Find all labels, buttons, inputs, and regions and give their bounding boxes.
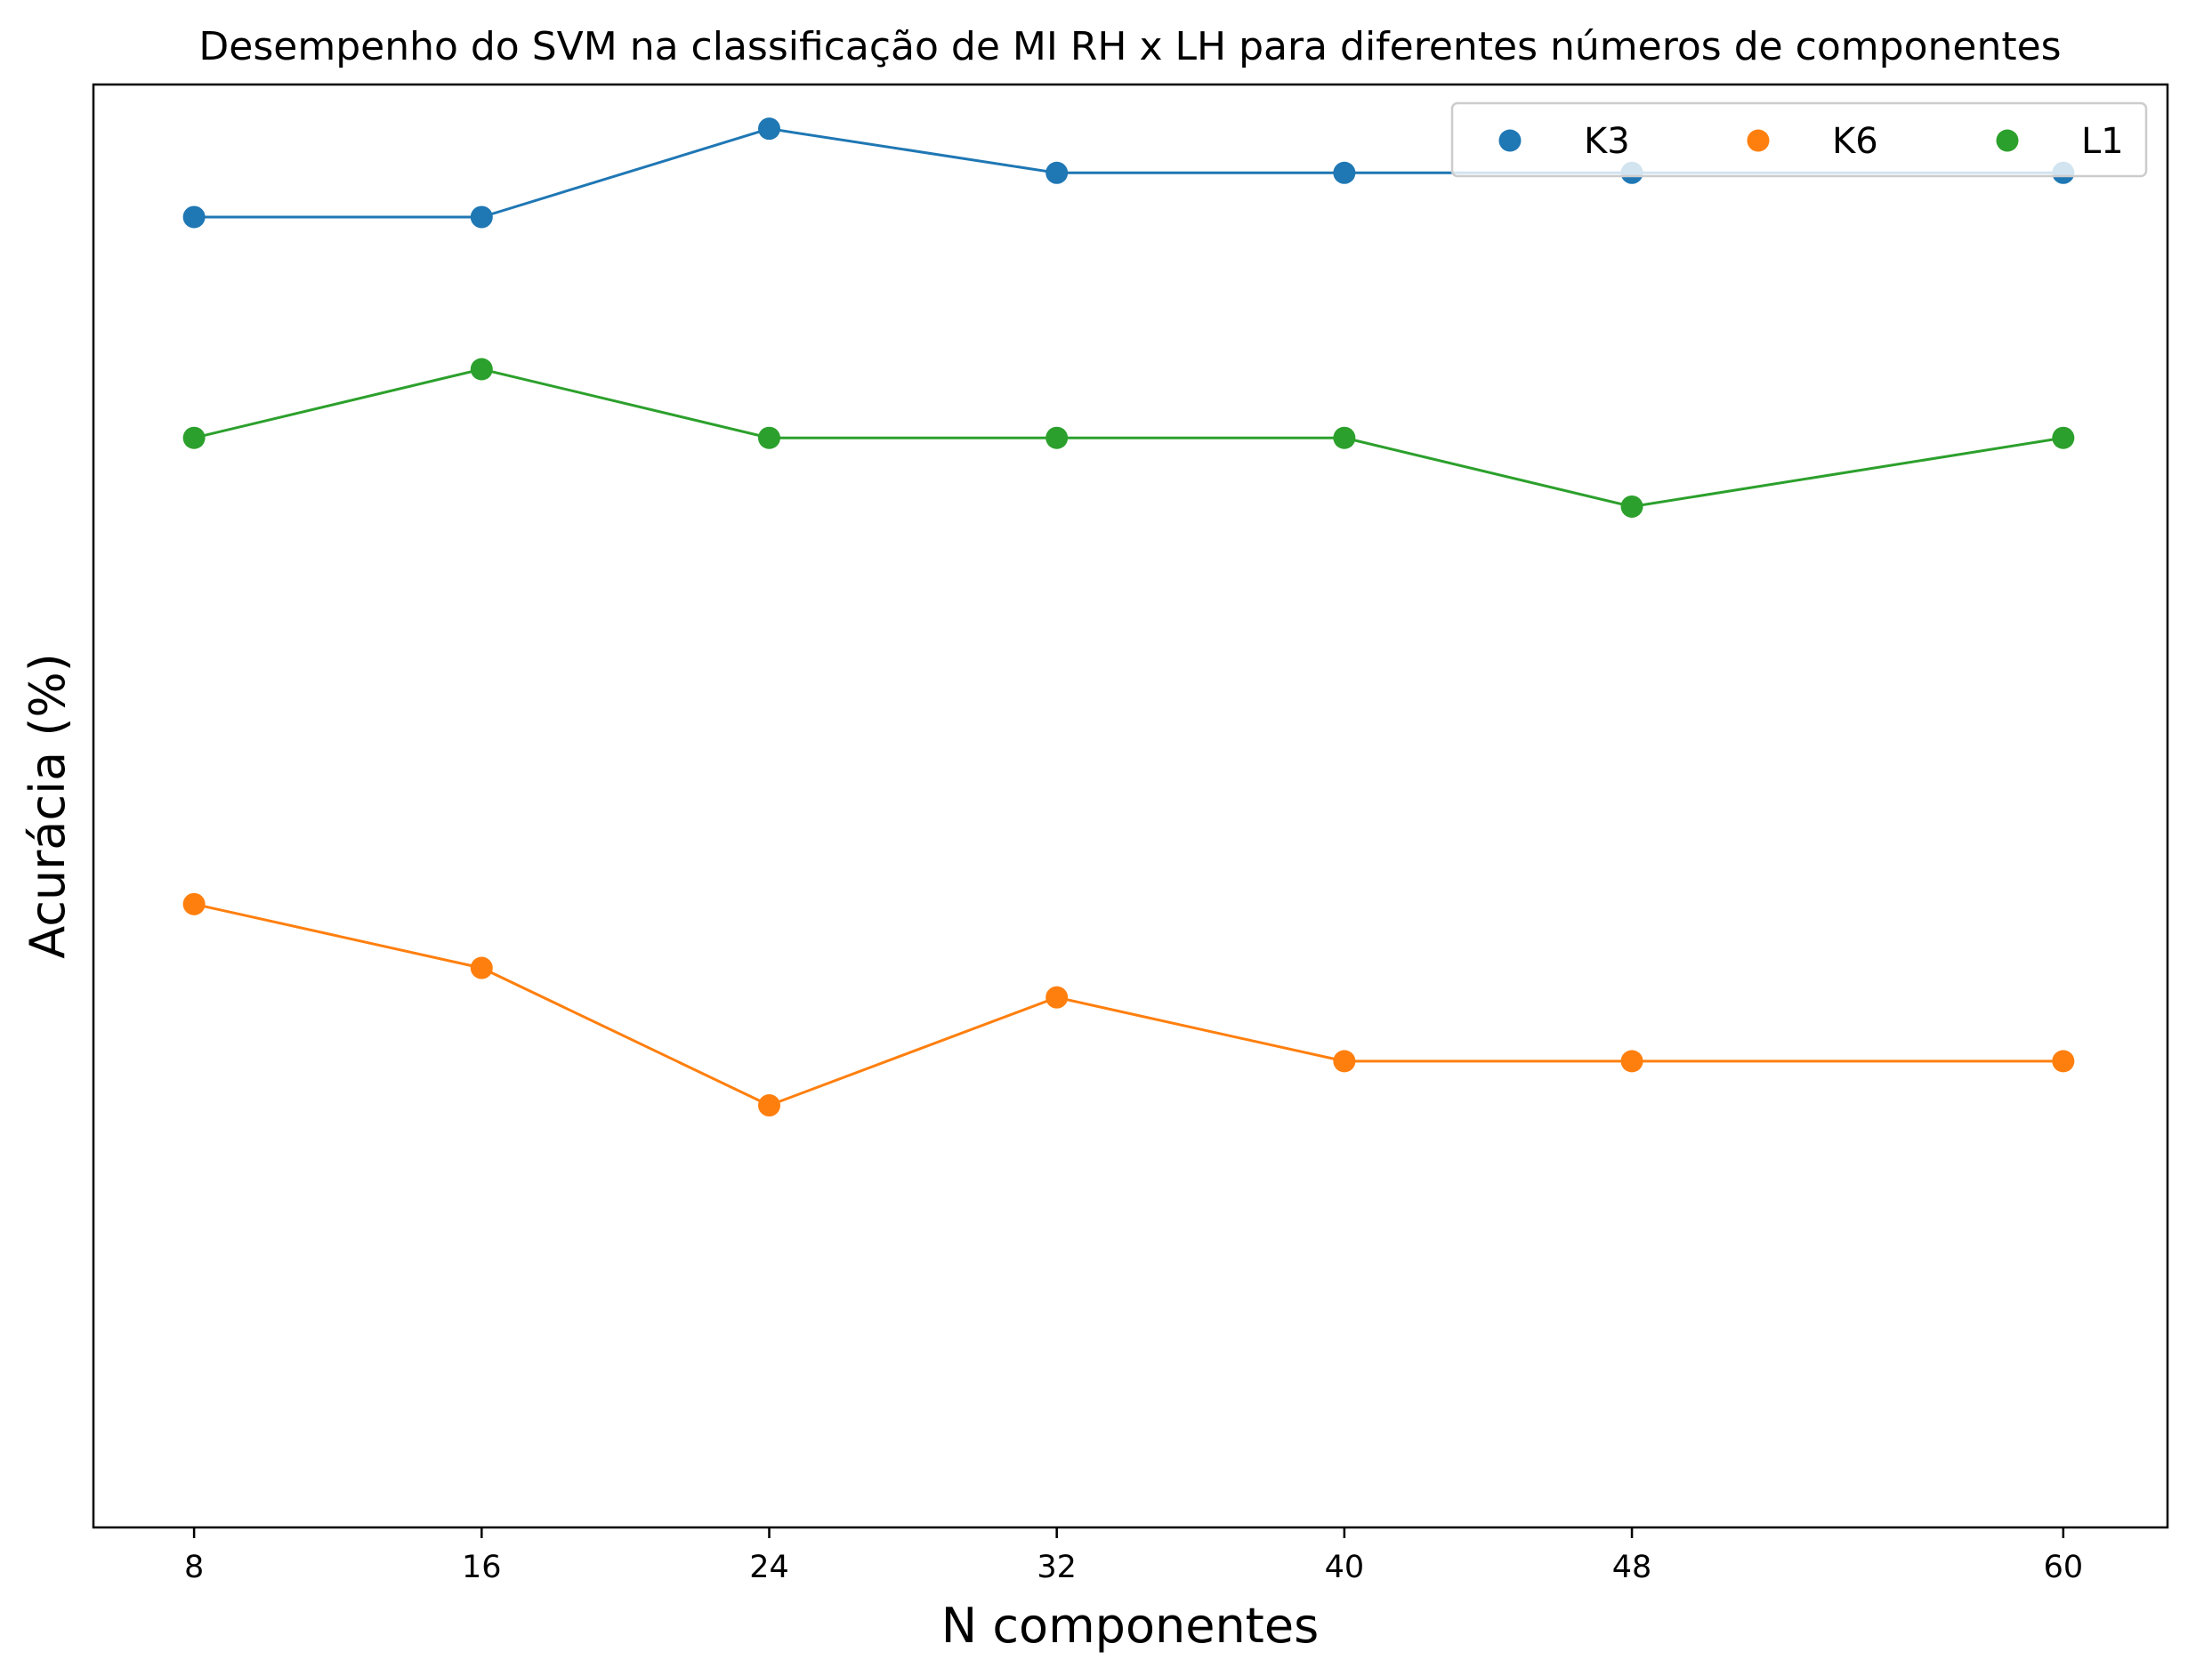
x-tick-label: 24 bbox=[749, 1550, 789, 1585]
data-point-l1-16 bbox=[470, 358, 493, 381]
legend-marker-k6 bbox=[1747, 129, 1770, 152]
x-tick-label: 16 bbox=[462, 1550, 502, 1585]
data-point-k3-8 bbox=[182, 205, 206, 229]
x-tick-label: 8 bbox=[184, 1550, 204, 1585]
data-point-l1-24 bbox=[757, 426, 780, 449]
plot-frame bbox=[92, 83, 2169, 1529]
legend-frame bbox=[1450, 101, 2148, 178]
data-point-k3-32 bbox=[1045, 161, 1069, 184]
x-tick-label: 48 bbox=[1612, 1550, 1652, 1585]
data-point-k6-48 bbox=[1620, 1050, 1643, 1073]
y-axis-label: Acurácia (%) bbox=[20, 653, 76, 959]
data-point-k6-60 bbox=[2052, 1050, 2075, 1073]
legend-marker-l1 bbox=[1996, 129, 2019, 152]
legend: K3 K6 L1 bbox=[1450, 101, 2148, 178]
data-point-k6-16 bbox=[470, 956, 493, 979]
data-point-k3-40 bbox=[1333, 161, 1356, 184]
data-point-k6-8 bbox=[182, 892, 206, 915]
legend-marker-k3 bbox=[1498, 129, 1522, 152]
legend-label-k3: K3 bbox=[1584, 121, 1630, 162]
chart-title: Desempenho do SVM na classificação de MI… bbox=[198, 24, 2061, 69]
x-tick-label: 40 bbox=[1325, 1550, 1365, 1585]
x-axis-label: N componentes bbox=[941, 1598, 1319, 1654]
data-point-l1-8 bbox=[182, 426, 206, 449]
data-point-k6-24 bbox=[757, 1094, 780, 1117]
data-point-l1-32 bbox=[1045, 426, 1069, 449]
data-point-k3-24 bbox=[757, 117, 780, 141]
x-tick-label: 32 bbox=[1037, 1550, 1077, 1585]
data-point-l1-40 bbox=[1333, 426, 1356, 449]
data-point-k6-32 bbox=[1045, 986, 1069, 1009]
legend-label-k6: K6 bbox=[1832, 121, 1878, 162]
data-point-l1-60 bbox=[2052, 426, 2075, 449]
x-tick-label: 60 bbox=[2044, 1550, 2084, 1585]
legend-label-l1: L1 bbox=[2081, 121, 2124, 162]
x-axis-ticks: 8 16 24 32 40 48 60 bbox=[184, 1527, 2083, 1585]
data-point-k6-40 bbox=[1333, 1050, 1356, 1073]
data-point-l1-48 bbox=[1620, 495, 1643, 518]
data-point-k3-16 bbox=[470, 205, 493, 229]
